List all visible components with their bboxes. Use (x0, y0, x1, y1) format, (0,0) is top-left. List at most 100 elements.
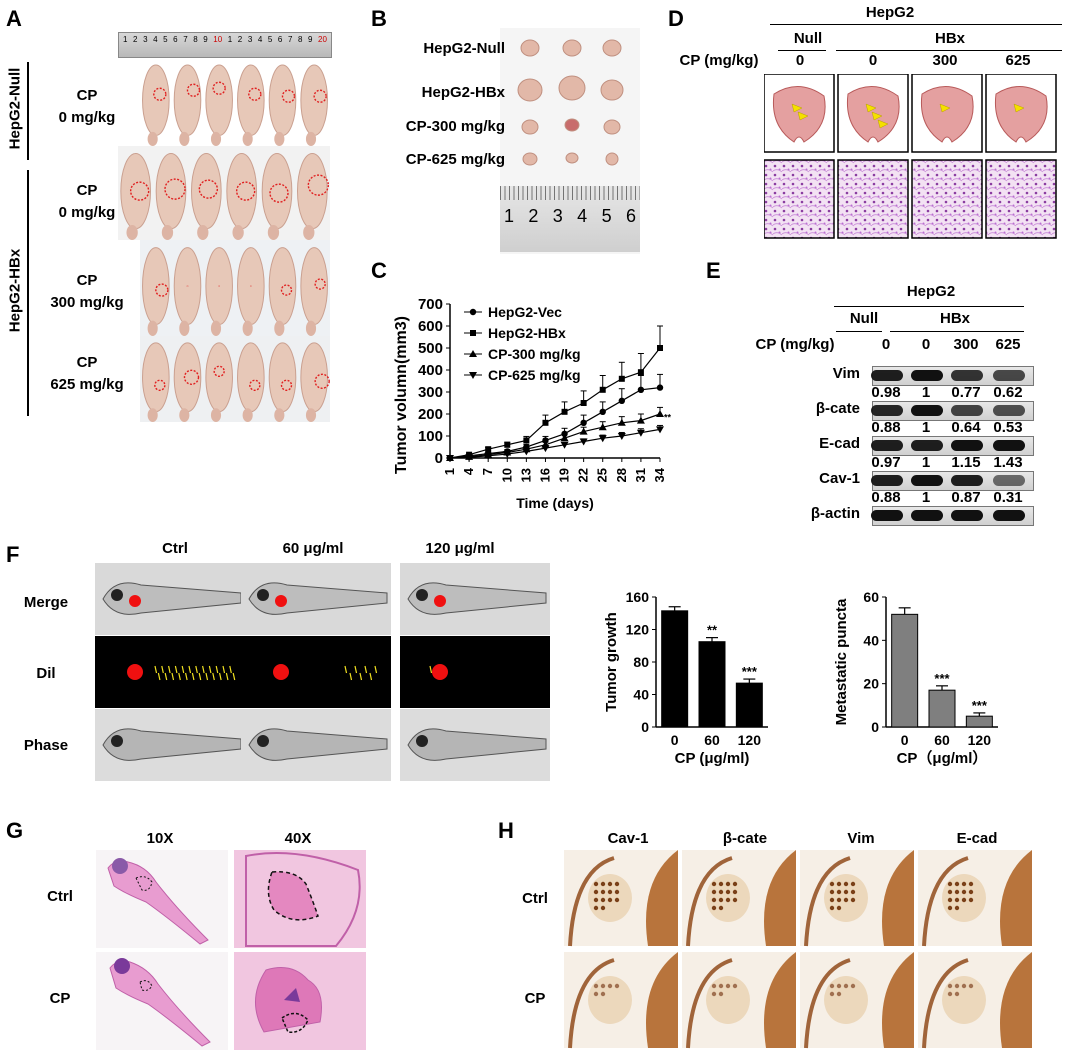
x-tick-label: 34 (652, 467, 667, 482)
metastatic-punctum (195, 665, 198, 674)
stained-cell (600, 905, 606, 911)
panel-label-g: G (6, 818, 24, 843)
y-tick-label: 400 (418, 362, 443, 379)
metastatic-punctum (222, 665, 226, 674)
metastatic-punctum (178, 672, 181, 681)
metastasis-arrow-icon (871, 111, 883, 121)
stained-cell (947, 897, 953, 903)
tumor-row-label-1: HepG2-HBx (421, 84, 505, 101)
data-point (504, 441, 511, 448)
blot-row-label: Vim (832, 365, 860, 382)
blot-quant-value: 0.62 (993, 384, 1023, 401)
legend-marker (469, 372, 477, 379)
panel-d-title-line (770, 24, 1062, 25)
significance-label: *** (934, 671, 950, 686)
data-point (579, 427, 588, 435)
y-tick-label: 500 (418, 340, 443, 357)
stained-cell (593, 889, 599, 895)
y-tick-label: 80 (633, 654, 649, 670)
tumor-fluorescence (127, 664, 143, 680)
tumor-circle (129, 181, 150, 201)
mouse-body (300, 64, 328, 136)
lung-he-section (837, 159, 909, 239)
mouse-leg (179, 320, 190, 336)
dil-frame (400, 636, 550, 708)
y-tick-label: 160 (626, 589, 650, 605)
stained-cell (725, 881, 731, 887)
blot-quant-value: 0.64 (951, 419, 981, 436)
mouse-body (142, 342, 170, 413)
stained-cell (600, 881, 606, 887)
stained-cell (968, 881, 974, 887)
group-bar-null (27, 62, 29, 160)
stained-cell (843, 889, 849, 895)
metastatic-punctum (229, 665, 232, 674)
stained-cell (607, 983, 613, 989)
tissue-border (686, 958, 733, 1049)
muscle-tissue (882, 850, 914, 946)
tumor-row-label-3: CP-625 mg/kg (405, 151, 505, 168)
blot-quant-value: 0.87 (951, 489, 981, 506)
blot-band (993, 440, 1025, 451)
x-axis-label: Time (days) (516, 495, 594, 511)
blot-quant-value: 1.15 (951, 454, 981, 471)
data-point (598, 435, 607, 443)
metastatic-punctum (429, 665, 433, 674)
metastasis-arrow-icon (877, 119, 889, 129)
tumor-circle (314, 278, 326, 290)
stained-cell (718, 983, 724, 989)
stained-cell (593, 905, 599, 911)
mouse-leg (147, 408, 158, 422)
mouse-leg (147, 320, 158, 336)
metastasis-arrow-icon (865, 103, 877, 113)
panel-label-e: E (706, 258, 721, 283)
stained-cell (829, 897, 835, 903)
metastatic-punctum (232, 672, 236, 681)
data-point (580, 419, 587, 426)
panel-h-col-0: Cav-1 (607, 830, 649, 847)
panel-label-d: D (668, 6, 684, 31)
tumor-region (588, 976, 632, 1024)
panel-d-null-label: Null (793, 30, 823, 47)
ruler-tick-label: 20 (318, 35, 327, 44)
muscle-tissue (646, 850, 678, 946)
metastatic-punctum (161, 665, 164, 674)
mouse-body (237, 342, 265, 413)
blot-row-label: β-actin (810, 505, 860, 522)
lung-he-section (911, 159, 983, 239)
y-axis-label: Tumor volumn(mm3) (393, 316, 410, 474)
tissue-border (922, 958, 969, 1049)
panel-f-col-1: 60 μg/ml (282, 540, 344, 557)
significance-label: *** (742, 664, 758, 679)
stained-cell (836, 897, 842, 903)
blot-band (871, 475, 903, 486)
tumor-circle (183, 369, 200, 385)
tumor-fluorescence (432, 664, 448, 680)
legend-label: CP-300 mg/kg (488, 346, 581, 362)
metastatic-punctum (359, 672, 363, 681)
stained-cell (954, 897, 960, 903)
mouse-body (120, 153, 152, 230)
lung-images (764, 74, 1057, 239)
panel-e-title: HepG2 (906, 283, 956, 300)
mouse-leg (305, 408, 317, 422)
group-label-hbx: HepG2-HBx (6, 248, 24, 333)
legend-marker (470, 330, 476, 336)
bar (891, 613, 919, 728)
stained-cell (843, 983, 849, 989)
larva-eye (416, 735, 428, 747)
stained-cell (968, 983, 974, 989)
data-point (503, 451, 512, 459)
blot-band (911, 440, 943, 451)
stained-cell (711, 881, 717, 887)
data-point (446, 455, 454, 462)
muscle-tissue (1000, 850, 1032, 946)
ihc-images (564, 850, 1032, 1049)
panel-f-row-merge: Merge (23, 594, 69, 611)
data-point (656, 410, 664, 417)
metastatic-punctum (154, 665, 158, 674)
legend-label: HepG2-HBx (488, 325, 566, 341)
stained-cell (600, 889, 606, 895)
panel-e-cp-label: CP (mg/kg) (755, 336, 835, 353)
